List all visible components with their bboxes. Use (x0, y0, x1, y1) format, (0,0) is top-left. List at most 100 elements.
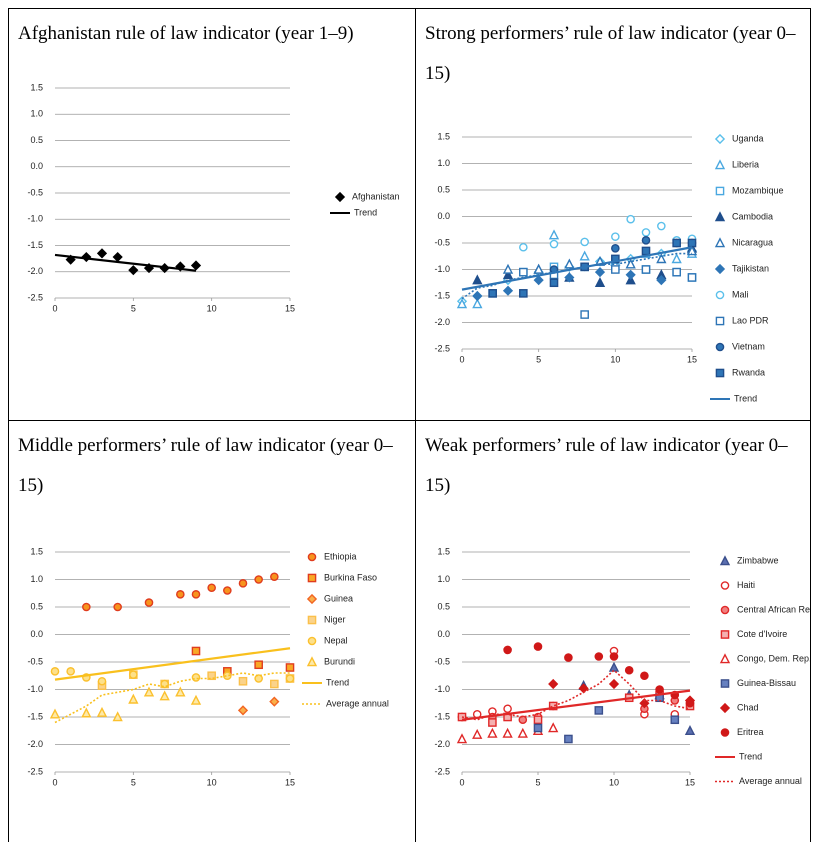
legend-label: Guinea-Bissau (737, 678, 796, 688)
panel: Middle performers’ rule of law indicator… (8, 420, 415, 842)
marker (472, 290, 483, 302)
legend-label: Ethiopia (324, 551, 357, 561)
marker (684, 725, 696, 736)
y-tick-label: 0.5 (437, 184, 450, 194)
marker (548, 229, 560, 240)
legend-label: Trend (354, 207, 377, 217)
legend-label: Trend (739, 751, 762, 761)
marker (472, 298, 483, 309)
marker (611, 243, 620, 253)
marker (715, 342, 725, 352)
x-tick-label: 0 (52, 777, 57, 787)
marker (609, 652, 619, 661)
marker (238, 676, 248, 686)
marker (502, 263, 514, 274)
marker (672, 267, 681, 277)
y-tick-label: 1.5 (30, 546, 43, 556)
x-tick-label: 10 (610, 354, 620, 364)
chart: -2.5 -2.0 -1.5 -1.0 -0.5 0.0 0.5 1.0 1.5 0 5 10 15 Zi… (434, 546, 810, 787)
marker (564, 272, 575, 283)
legend-label: Zimbabwe (737, 555, 779, 565)
marker (714, 263, 726, 275)
trend-line (461, 669, 691, 721)
marker (519, 267, 528, 277)
marker (611, 254, 620, 264)
y-tick-label: -1.0 (27, 214, 43, 224)
y-tick-label: 0.0 (437, 211, 450, 221)
marker (129, 670, 138, 679)
legend-label: Nicaragua (732, 237, 773, 247)
marker (519, 289, 528, 298)
marker (714, 159, 726, 170)
marker (608, 678, 620, 690)
y-tick-label: 1.5 (437, 131, 450, 141)
marker (307, 552, 317, 562)
marker (580, 310, 589, 319)
x-tick-label: 15 (285, 303, 295, 313)
x-tick-label: 10 (609, 777, 619, 787)
marker (502, 285, 514, 296)
x-tick-label: 5 (535, 777, 540, 787)
marker (144, 598, 154, 607)
y-tick-label: -2.0 (27, 739, 43, 749)
marker (685, 698, 695, 708)
legend-label: Niger (324, 614, 346, 624)
y-tick-label: -1.0 (27, 684, 43, 694)
marker (715, 316, 725, 326)
marker (626, 214, 635, 224)
y-tick-label: 0.0 (437, 629, 450, 639)
legend-label: Average annual (734, 419, 797, 420)
marker (487, 727, 498, 738)
legend-label: Chad (737, 702, 759, 712)
marker (306, 656, 318, 667)
trend-line (54, 647, 291, 681)
marker (143, 686, 155, 697)
marker (238, 579, 248, 588)
trend-line (461, 689, 691, 721)
x-tick-label: 15 (285, 777, 295, 787)
marker (686, 245, 698, 256)
y-tick-label: -1.5 (434, 290, 450, 300)
marker (579, 250, 590, 261)
y-tick-label: -1.0 (434, 264, 450, 274)
marker (112, 711, 123, 722)
legend-label: Burkina Faso (324, 572, 377, 582)
x-tick-label: 15 (687, 354, 697, 364)
marker (207, 583, 216, 593)
y-tick-label: -0.5 (434, 237, 450, 247)
y-tick-label: -2.0 (434, 317, 450, 327)
marker (517, 727, 528, 738)
x-tick-label: 10 (207, 777, 217, 787)
y-tick-label: 0.5 (30, 601, 43, 611)
trend-line (54, 253, 197, 272)
x-tick-label: 0 (459, 777, 464, 787)
legend-label: Central African Republic (737, 604, 810, 614)
marker (81, 707, 92, 718)
chart-title: Weak performers’ rule of law indicator (… (425, 435, 788, 496)
x-tick-label: 5 (536, 354, 541, 364)
marker (190, 694, 202, 705)
marker (687, 273, 697, 282)
legend-label: Average annual (326, 698, 389, 708)
trend-line (461, 252, 692, 300)
panel: Afghanistan rule of law indicator (year … (8, 8, 415, 420)
marker (190, 260, 202, 271)
marker (285, 663, 295, 672)
marker (548, 701, 558, 711)
marker (112, 251, 123, 263)
marker (594, 277, 606, 288)
marker (625, 258, 636, 269)
marker (307, 573, 317, 583)
marker (175, 686, 186, 697)
marker (720, 605, 730, 615)
marker (720, 581, 730, 590)
panel: Weak performers’ rule of law indicator (… (415, 420, 810, 842)
legend-label: Cote d'Ivoire (737, 629, 787, 639)
y-tick-label: 0.0 (30, 161, 43, 171)
y-tick-label: 0.0 (30, 629, 43, 639)
marker (223, 671, 232, 681)
marker (719, 653, 731, 664)
marker (639, 698, 650, 709)
marker (715, 368, 725, 378)
marker (237, 705, 249, 716)
